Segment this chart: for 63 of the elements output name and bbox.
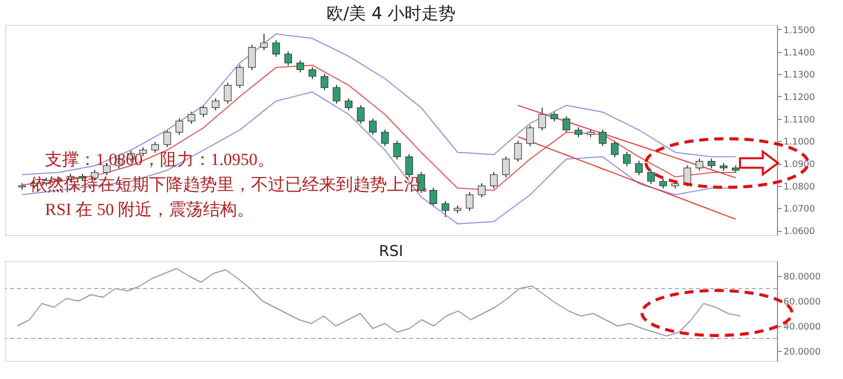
y-tick-label: 1.1300 [784,70,816,81]
candlestick [684,164,692,187]
y-tick-label: 1.1200 [784,92,816,103]
candlestick [151,141,159,154]
candlestick [550,111,558,122]
candlestick [332,84,340,104]
candlestick [272,40,280,58]
candlestick [598,129,606,147]
line-series [518,104,736,178]
candlestick [224,82,232,104]
candlestick [442,200,450,218]
candlestick [574,126,582,138]
y-tick-label: 60.0000 [784,298,821,308]
candlestick [647,169,655,185]
candlestick [562,116,570,134]
candlestick [635,160,643,176]
y-tick-label: 1.1500 [784,26,816,36]
candlestick [610,140,619,158]
y-tick-label: 20.0000 [784,348,821,358]
line-series [22,33,736,176]
chart-title: 欧/美 4 小时走势 [326,4,456,24]
line-series [16,268,741,336]
candlestick [260,33,268,51]
candlestick [708,158,716,169]
y-tick-label: 1.1000 [784,138,816,148]
candlestick [526,124,534,147]
candlestick [308,66,316,80]
candlestick [344,98,352,111]
candlestick [212,98,220,111]
candlestick [696,158,704,172]
y-tick-label: 1.1400 [784,48,816,58]
y-tick-label: 1.0800 [784,182,816,192]
candlestick [163,129,172,148]
y-tick-label: 40.0000 [784,322,821,332]
candlestick [188,111,196,124]
candlestick [490,172,498,190]
candlestick [623,151,631,167]
candlestick [296,60,304,73]
candlestick [320,73,328,91]
candlestick [538,107,546,131]
candlestick [478,182,486,198]
y-tick-label: 1.0700 [784,204,816,215]
candlestick [466,192,474,212]
chart-title: RSI [378,242,404,260]
candlestick [405,154,413,178]
candlestick [369,118,377,136]
candlestick [430,187,438,207]
candlestick [284,50,292,66]
candlestick [356,104,365,124]
annotation: RSI 在 50 附近，震荡结构。 [45,200,254,219]
y-tick-label: 1.1100 [784,115,816,126]
candlestick [514,140,522,162]
candlestick [393,140,401,160]
y-tick-label: 1.0600 [784,227,816,238]
candlestick [248,44,256,71]
candlestick [236,64,244,88]
candlestick [502,156,510,178]
candlestick [200,104,208,118]
candlestick [659,178,667,190]
candlestick [176,118,184,136]
y-tick-label: 80.0000 [784,272,821,282]
y-tick-label: 1.0900 [784,160,816,170]
candlestick [381,129,389,147]
